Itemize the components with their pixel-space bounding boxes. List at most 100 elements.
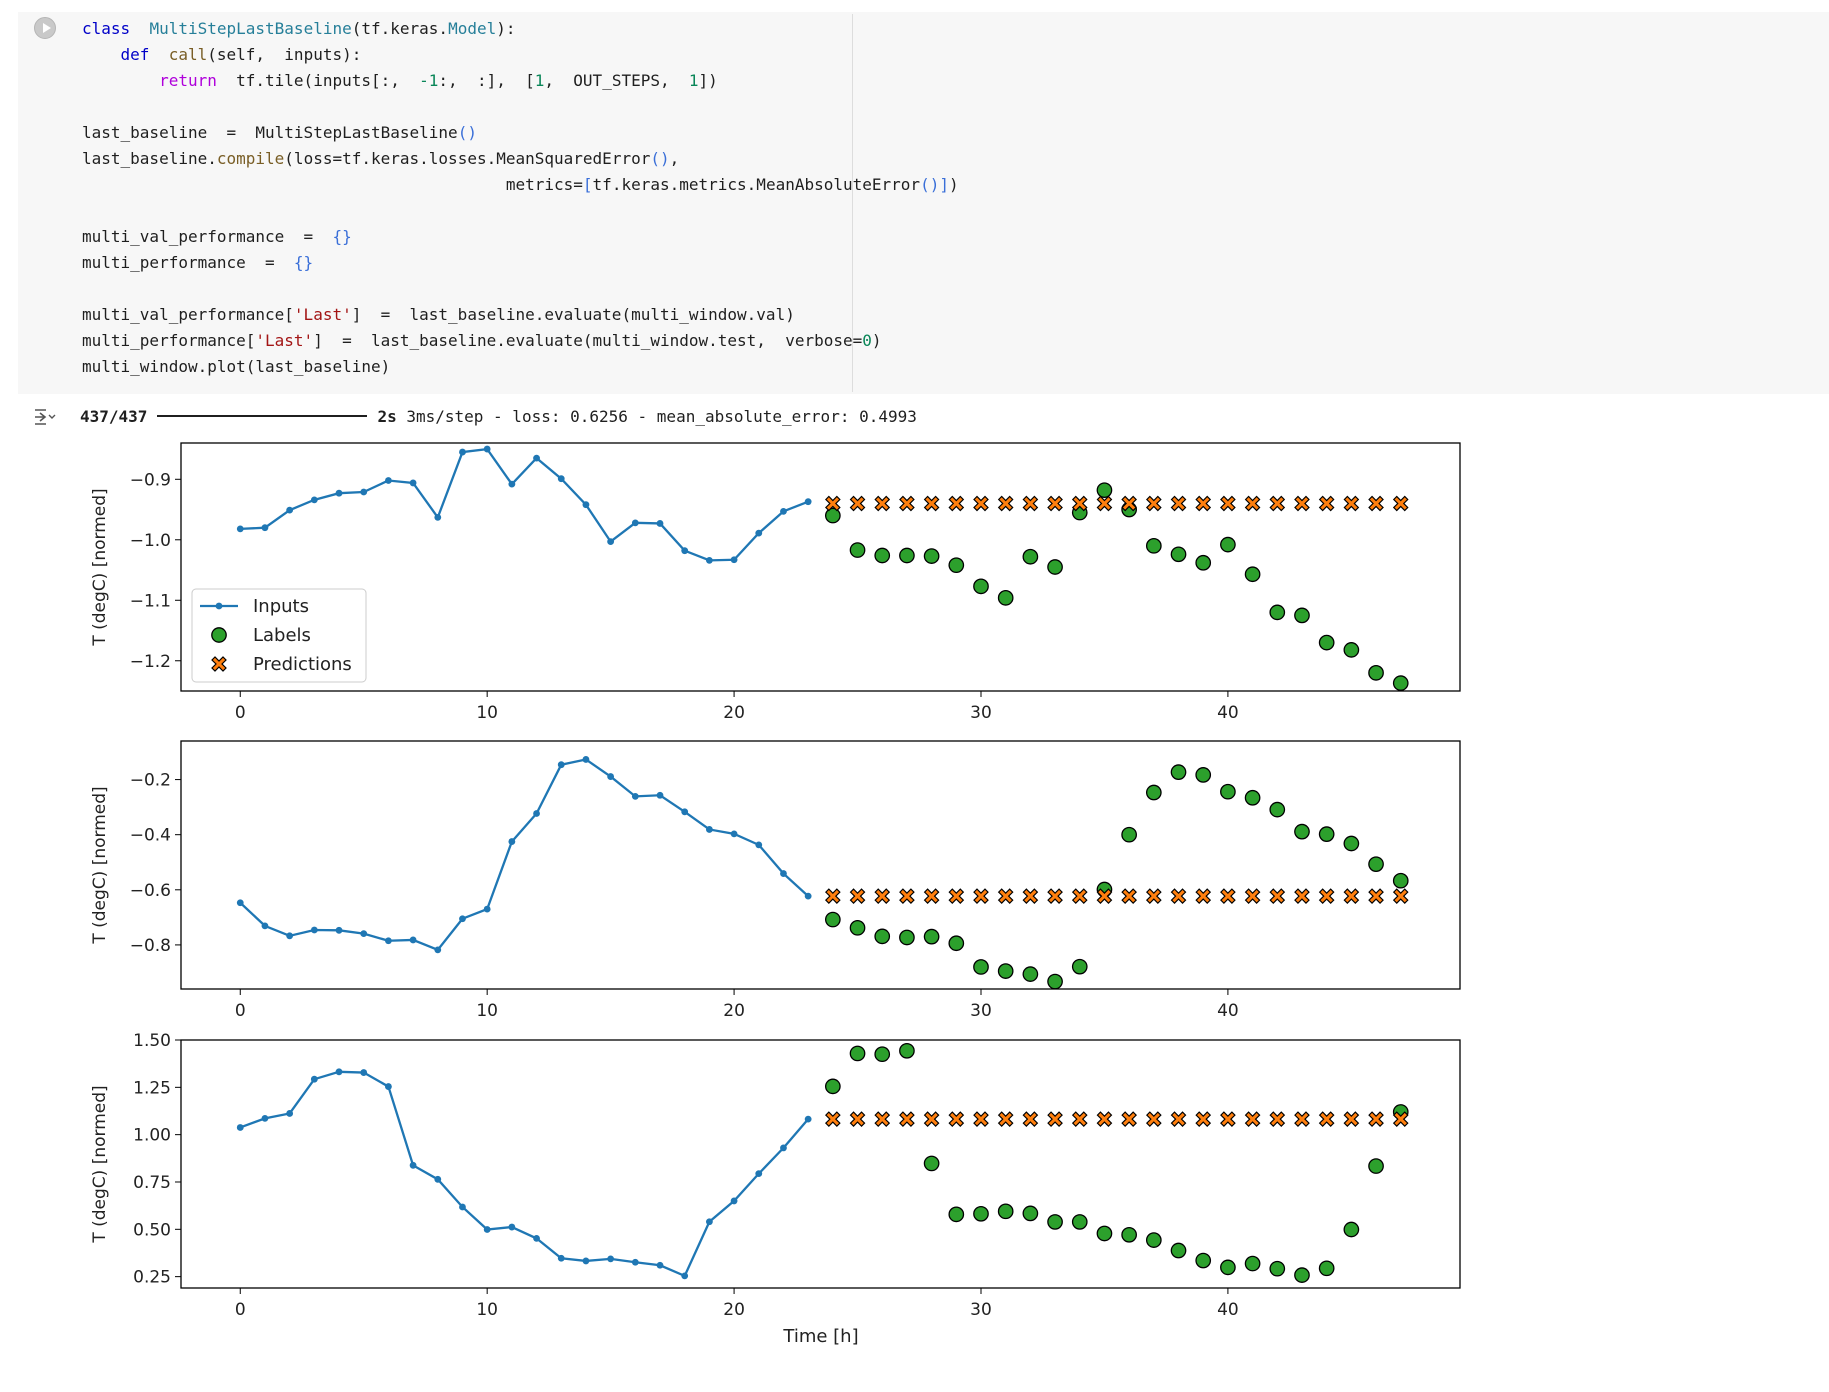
code-token: class bbox=[82, 19, 131, 38]
inputs-point bbox=[533, 810, 540, 817]
code-token: 1 bbox=[688, 71, 699, 90]
inputs-point bbox=[730, 1197, 738, 1205]
x-tick-label: 20 bbox=[723, 703, 745, 723]
labels-point bbox=[1170, 546, 1187, 563]
labels-point bbox=[899, 547, 915, 564]
predictions-marker bbox=[874, 888, 891, 904]
labels-point bbox=[1121, 1226, 1137, 1243]
predictions-marker bbox=[1269, 888, 1286, 904]
inputs-point bbox=[360, 1069, 368, 1076]
inputs-point bbox=[385, 477, 392, 484]
inputs-point bbox=[582, 501, 590, 509]
x-tick-label: 40 bbox=[1217, 703, 1239, 723]
predictions-marker bbox=[1195, 1111, 1212, 1127]
code-line[interactable]: multi_performance = {} bbox=[82, 250, 959, 276]
inputs-point bbox=[508, 480, 516, 488]
code-line[interactable] bbox=[82, 198, 959, 224]
inputs-point bbox=[804, 892, 812, 900]
code-line[interactable]: last_baseline.compile(loss=tf.keras.loss… bbox=[82, 146, 959, 172]
inputs-point bbox=[607, 1255, 615, 1263]
code-line[interactable]: multi_val_performance = {} bbox=[82, 224, 959, 250]
output-toggle-icon[interactable] bbox=[32, 404, 58, 430]
code-token: compile bbox=[216, 149, 285, 168]
labels-point bbox=[1047, 559, 1063, 575]
code-token bbox=[82, 71, 159, 90]
predictions-marker bbox=[973, 1111, 989, 1127]
predictions-marker bbox=[1121, 1111, 1137, 1127]
labels-point bbox=[1220, 783, 1236, 800]
code-line[interactable]: multi_performance['Last'] = last_baselin… bbox=[82, 328, 959, 354]
run-cell-button[interactable] bbox=[34, 17, 56, 39]
code-cell[interactable] bbox=[18, 12, 1829, 394]
code-token: ): bbox=[496, 19, 516, 38]
progress-time: 2s bbox=[377, 407, 397, 426]
code-token: 0 bbox=[862, 331, 872, 350]
inputs-point bbox=[557, 475, 565, 483]
code-line[interactable]: metrics=[tf.keras.metrics.MeanAbsoluteEr… bbox=[82, 172, 959, 198]
predictions-marker bbox=[948, 495, 965, 512]
labels-point bbox=[1318, 634, 1335, 651]
labels-point bbox=[1145, 1232, 1162, 1248]
inputs-point bbox=[705, 1218, 713, 1226]
labels-point bbox=[1244, 566, 1261, 583]
inputs-point bbox=[804, 498, 812, 506]
x-tick-label: 10 bbox=[476, 703, 498, 723]
inputs-point bbox=[360, 488, 368, 496]
labels-point bbox=[824, 911, 841, 928]
code-token: -1 bbox=[419, 71, 439, 90]
predictions-marker bbox=[849, 495, 866, 512]
inputs-point bbox=[508, 1223, 516, 1231]
labels-point bbox=[1244, 789, 1261, 806]
code-line[interactable]: last_baseline = MultiStepLastBaseline() bbox=[82, 120, 959, 146]
code-line[interactable]: def call(self, inputs): bbox=[82, 42, 959, 68]
y-tick-label: −0.6 bbox=[130, 881, 171, 901]
code-token: {} bbox=[332, 227, 352, 246]
x-tick-label: 10 bbox=[476, 1300, 498, 1320]
labels-point bbox=[923, 1155, 940, 1172]
predictions-marker bbox=[1368, 888, 1384, 904]
labels-point bbox=[1195, 554, 1212, 571]
code-line[interactable]: multi_val_performance['Last'] = last_bas… bbox=[82, 302, 959, 328]
predictions-marker bbox=[923, 1111, 940, 1127]
inputs-point bbox=[286, 932, 294, 940]
y-tick-label: −0.8 bbox=[130, 936, 171, 956]
predictions-marker bbox=[1244, 1111, 1261, 1127]
code-token: multi_performance[ bbox=[82, 331, 256, 350]
y-tick-label: 0.50 bbox=[133, 1220, 171, 1240]
code-line[interactable]: multi_window.plot(last_baseline) bbox=[82, 354, 959, 380]
x-tick-label: 30 bbox=[970, 1300, 992, 1320]
training-progress-output: 437/437 2s 3ms/step - loss: 0.6256 - mean… bbox=[80, 406, 917, 428]
inputs-point bbox=[780, 1144, 787, 1152]
code-editor[interactable]: class MultiStepLastBaseline(tf.keras.Mod… bbox=[82, 16, 959, 380]
predictions-marker bbox=[1022, 1111, 1039, 1127]
x-tick-label: 0 bbox=[235, 1300, 246, 1320]
labels-point bbox=[1170, 764, 1187, 780]
y-tick-label: −1.0 bbox=[130, 531, 171, 551]
code-token: ] = last_baseline.evaluate(multi_window.… bbox=[313, 331, 863, 350]
predictions-marker bbox=[1170, 888, 1187, 904]
predictions-marker bbox=[874, 1111, 891, 1127]
subplot-2: −0.2 −0.4 −0.6 −0.8 0 10 20 30 40 T (degC) [norme… bbox=[90, 740, 1461, 1021]
predictions-marker bbox=[1318, 495, 1335, 512]
code-line[interactable] bbox=[82, 276, 959, 302]
x-tick-label: 20 bbox=[723, 1001, 745, 1021]
code-token: ] = last_baseline.evaluate(multi_window.… bbox=[351, 305, 795, 324]
code-token: tf.keras.metrics.MeanAbsoluteError bbox=[592, 175, 921, 194]
inputs-point bbox=[780, 870, 787, 877]
predictions-marker bbox=[1343, 495, 1360, 512]
labels-point bbox=[1318, 826, 1335, 842]
code-token: multi_performance = bbox=[82, 253, 294, 272]
inputs-point bbox=[582, 1257, 590, 1265]
predictions-marker bbox=[1145, 1111, 1162, 1127]
labels-point bbox=[997, 963, 1014, 979]
labels-point bbox=[1392, 675, 1409, 691]
code-line[interactable]: class MultiStepLastBaseline(tf.keras.Mod… bbox=[82, 16, 959, 42]
labels-point bbox=[1244, 1255, 1261, 1272]
labels-point bbox=[1269, 1260, 1286, 1277]
code-line[interactable]: return tf.tile(inputs[:, -1:, :], [1, OU… bbox=[82, 68, 959, 94]
code-line[interactable] bbox=[82, 94, 959, 120]
y-axis-label: T (degC) [normed] bbox=[90, 488, 110, 646]
predictions-marker bbox=[1294, 495, 1310, 512]
inputs-point bbox=[335, 1068, 343, 1076]
inputs-point bbox=[385, 1083, 392, 1090]
